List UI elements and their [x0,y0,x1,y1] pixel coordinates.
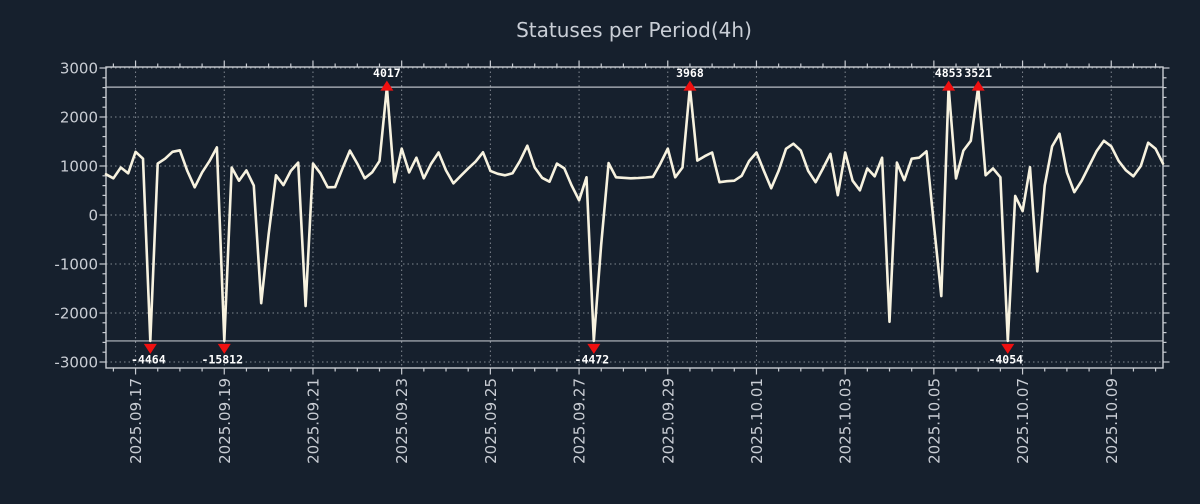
x-axis-tick-label: 2025.10.01 [748,378,766,464]
peak-value-label: 3521 [964,66,992,80]
peak-value-label: 4853 [935,66,963,80]
peak-marker-icon [942,80,956,91]
y-axis-tick-label: 2000 [60,109,98,127]
series-line [104,85,1165,343]
plot-frame [105,66,1164,369]
dip-value-label: -15812 [201,352,243,366]
peak-value-label: 4017 [373,66,401,80]
dip-marker-icon [143,343,157,354]
dip-value-label: -4472 [575,352,610,366]
y-axis-tick-label: 0 [88,207,98,225]
x-axis-tick-label: 2025.10.07 [1014,378,1032,464]
x-axis-tick-label: 2025.09.29 [659,378,677,464]
y-axis-tick-label: -3000 [54,354,98,372]
x-axis-tick-label: 2025.09.27 [571,378,589,464]
x-axis-tick-label: 2025.09.19 [216,378,234,464]
x-axis-tick-label: 2025.09.17 [127,378,145,464]
peak-marker-icon [380,80,394,91]
x-axis-tick-label: 2025.09.23 [393,378,411,464]
peak-marker-icon [683,80,697,91]
x-axis-tick-label: 2025.09.21 [304,378,322,464]
peak-value-label: 3968 [676,66,704,80]
plot-area: 3000 2000 1000 0 -1000 -2000 -3000 2025.09.17 20… [54,60,1170,464]
peak-marker-icon [971,80,985,91]
y-axis-tick-label: 3000 [60,60,98,78]
dip-marker-icon [217,343,231,354]
dip-marker-icon [1001,343,1015,354]
chart-title: Statuses per Period(4h) [516,18,752,42]
x-axis-tick-label: 2025.10.09 [1103,378,1121,464]
dip-value-label: -4464 [131,352,166,366]
x-axis-tick-label: 2025.10.03 [837,378,855,464]
y-axis-tick-label: -1000 [54,256,98,274]
dip-value-label: -4054 [988,352,1023,366]
x-axis-tick-label: 2025.10.05 [925,378,943,464]
y-axis-tick-label: -2000 [54,305,98,323]
y-axis-tick-label: 1000 [60,158,98,176]
dip-marker-icon [587,343,601,354]
x-axis-tick-label: 2025.09.25 [482,378,500,464]
